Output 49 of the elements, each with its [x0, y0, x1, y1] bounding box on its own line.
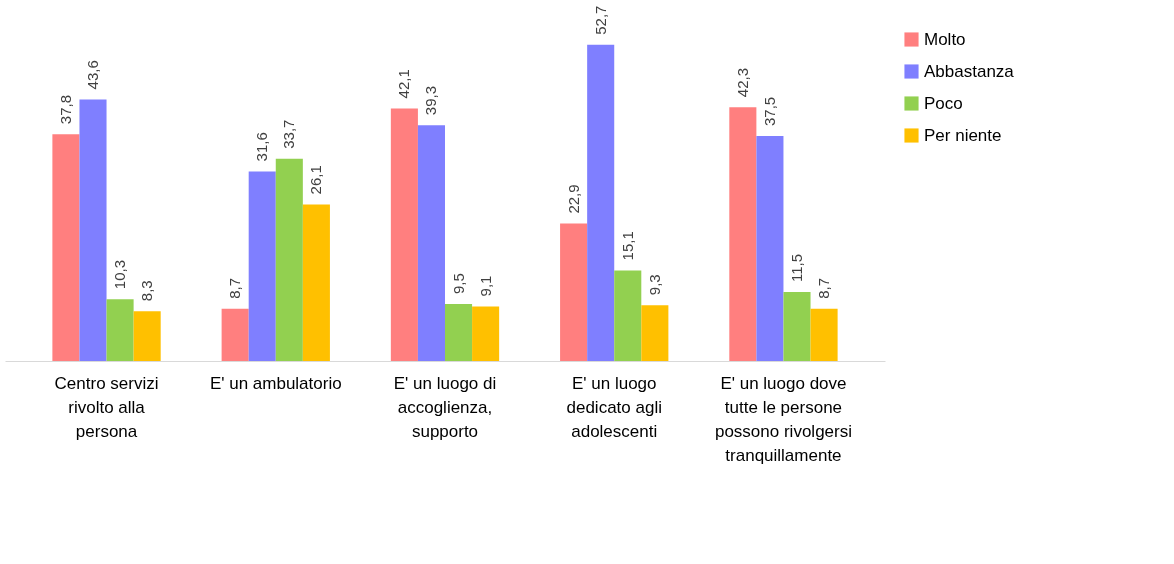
bar — [729, 107, 757, 361]
data-label: 26,1 — [307, 165, 325, 195]
x-tick-label: E' un luogo di accoglienza, supporto — [393, 373, 497, 441]
x-tick-label: E' un luogo dedicato agli adolescenti — [566, 373, 662, 441]
data-label: 37,8 — [56, 95, 74, 125]
bar — [472, 306, 500, 361]
bar — [221, 308, 249, 361]
bar — [106, 299, 134, 361]
legend-label: Molto — [924, 29, 966, 49]
bar — [587, 44, 615, 361]
bar — [52, 134, 80, 361]
data-label: 10,3 — [111, 260, 129, 290]
bar — [390, 108, 418, 361]
bar — [275, 158, 303, 361]
data-label: 9,5 — [449, 273, 467, 294]
data-label: 9,3 — [645, 274, 663, 296]
bar — [614, 270, 642, 361]
data-label: 52,7 — [591, 5, 609, 35]
data-label: 31,6 — [253, 132, 271, 162]
x-tick-label: E' un luogo dove tutte le persone possono rivolgersi tranquillamente — [714, 373, 852, 465]
data-label: 15,1 — [618, 231, 636, 261]
data-label: 37,5 — [760, 96, 778, 126]
legend-label: Poco — [924, 93, 963, 113]
data-label: 11,5 — [788, 253, 805, 282]
bar — [417, 125, 445, 361]
bar — [248, 171, 276, 361]
legend-label: Per niente — [924, 125, 1002, 145]
bar — [79, 99, 107, 361]
data-label: 33,7 — [280, 119, 298, 149]
x-tick-label: Centro servizi rivolto alla persona — [54, 373, 159, 441]
bar — [756, 136, 784, 361]
data-label: 39,3 — [422, 86, 440, 116]
bar — [783, 292, 811, 361]
bar — [641, 305, 669, 361]
data-label: 8,7 — [226, 277, 244, 299]
bar — [302, 204, 330, 361]
bar — [445, 304, 473, 361]
data-label: 22,9 — [564, 184, 582, 214]
data-label: 43,6 — [84, 60, 101, 90]
data-label: 8,3 — [138, 280, 156, 302]
data-label: 42,1 — [395, 69, 413, 99]
x-tick-label: E' un ambulatorio — [209, 373, 342, 393]
bar — [133, 311, 161, 361]
bar — [810, 308, 838, 361]
data-label: 8,7 — [815, 277, 833, 299]
data-label: 9,1 — [476, 275, 494, 297]
bar — [560, 223, 588, 361]
data-label: 42,3 — [733, 68, 751, 98]
legend-label: Abbastanza — [924, 61, 1015, 81]
